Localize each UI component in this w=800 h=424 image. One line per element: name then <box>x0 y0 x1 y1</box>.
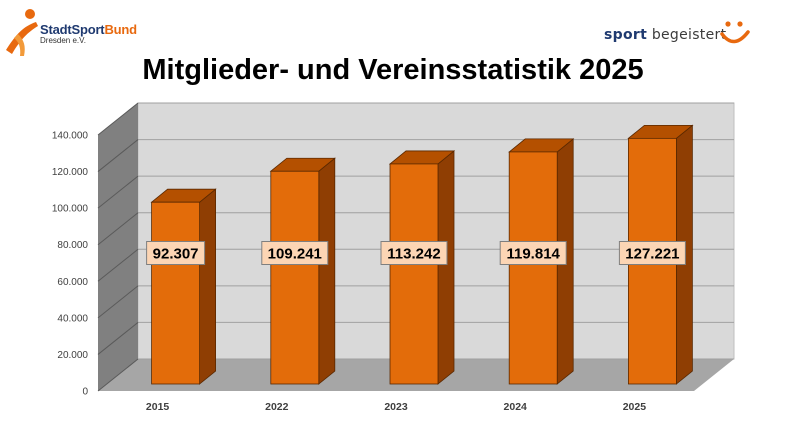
data-label: 119.814 <box>506 246 560 263</box>
side-gridline <box>97 322 139 355</box>
bar-front <box>270 170 320 385</box>
data-label: 92.307 <box>153 246 199 263</box>
bar-front <box>151 201 201 385</box>
logo-subtitle: Dresden e.V. <box>40 36 86 45</box>
y-tick-label: 100.000 <box>52 204 89 215</box>
bar-front <box>508 151 558 385</box>
bar-2015: 92.307 <box>146 188 217 385</box>
bar-side <box>437 150 455 385</box>
y-tick-label: 0 <box>82 387 88 398</box>
y-tick-label: 140.000 <box>52 131 89 142</box>
bar-2023: 113.242 <box>380 150 456 385</box>
data-label-box <box>618 241 686 265</box>
y-tick-label: 60.000 <box>57 277 88 288</box>
stadtsportbund-logo: StadtSportBund Dresden e.V. <box>2 4 142 60</box>
side-gridline <box>97 358 139 392</box>
data-label-box <box>380 241 448 265</box>
side-gridline <box>97 285 139 319</box>
bar-2022: 109.241 <box>261 157 336 385</box>
side-gridline <box>97 139 139 172</box>
slogan-text: sport begeistert <box>604 27 727 43</box>
y-tick-label: 40.000 <box>57 313 88 324</box>
x-tick-label: 2025 <box>623 401 647 413</box>
data-label-box <box>146 241 206 265</box>
bar-side <box>318 157 336 385</box>
logo-brand: StadtSportBund <box>40 22 137 37</box>
data-label: 109.241 <box>268 246 322 263</box>
side-gridline <box>97 248 139 282</box>
chart-title: Mitglieder- und Vereinsstatistik 2025 <box>142 54 644 86</box>
y-tick-label: 20.000 <box>57 350 88 361</box>
y-tick-label: 80.000 <box>57 240 88 251</box>
data-label-box <box>499 241 567 265</box>
x-tick-label: 2015 <box>146 401 170 413</box>
data-label: 113.242 <box>387 246 440 263</box>
y-tick-label: 120.000 <box>52 167 89 178</box>
runner-icon <box>6 9 38 56</box>
smiley-icon <box>720 21 750 44</box>
x-tick-label: 2022 <box>265 401 289 413</box>
bar-front <box>389 163 439 385</box>
data-label-box <box>261 241 329 265</box>
side-gridline <box>97 102 139 136</box>
side-wall <box>98 103 138 391</box>
side-gridline <box>97 212 139 246</box>
data-label: 127.221 <box>625 246 679 263</box>
bar-2025: 127.221 <box>618 124 694 385</box>
bar-2024: 119.814 <box>499 138 575 385</box>
x-tick-label: 2024 <box>504 401 528 413</box>
slogan-logo: sport begeistert <box>604 18 754 58</box>
bar-side <box>199 188 217 385</box>
side-gridline <box>97 175 139 209</box>
x-tick-label: 2023 <box>384 401 408 413</box>
